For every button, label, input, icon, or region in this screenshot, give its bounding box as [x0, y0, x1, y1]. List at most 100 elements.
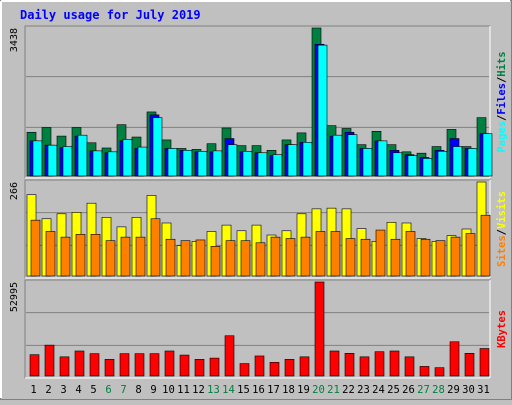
- bar-sites-day-10: [165, 238, 176, 277]
- x-tick-label-day-1: 1: [30, 384, 36, 396]
- bar-pages-day-4: [77, 134, 88, 177]
- panel-3: 52995: [9, 279, 491, 379]
- bar-kbytes-day-22: [344, 352, 355, 377]
- bar-kbytes-day-26: [404, 356, 415, 377]
- bar-pages-day-19: [302, 142, 313, 177]
- bar-sites-day-30: [465, 233, 476, 277]
- bar-kbytes-day-27: [419, 366, 430, 377]
- panel-1-max-label: 3438: [9, 28, 20, 52]
- bar-kbytes-day-15: [239, 363, 250, 377]
- bar-pages-day-15: [242, 150, 253, 177]
- panel-2: 266: [9, 179, 491, 279]
- bar-pages-day-23: [362, 148, 373, 177]
- bar-kbytes-day-10: [164, 350, 175, 377]
- x-axis-labels: 1 2 3 4 5 6 7 8 9 10 11 12 13 14 15 16 17 18 19 20 21 22 23 24 2…: [30, 384, 489, 396]
- bar-kbytes-day-4: [74, 350, 85, 377]
- x-tick-label-day-20: 20: [312, 384, 325, 396]
- bar-pages-day-3: [62, 146, 73, 177]
- x-tick-label-day-11: 11: [177, 384, 190, 396]
- x-tick-label-day-12: 12: [192, 384, 205, 396]
- bar-sites-day-6: [105, 240, 116, 277]
- x-tick-label-day-16: 16: [252, 384, 265, 396]
- bar-sites-day-1: [30, 219, 41, 277]
- bar-sites-day-3: [60, 236, 71, 277]
- x-tick-label-day-23: 23: [357, 384, 370, 396]
- bar-sites-day-7: [120, 236, 131, 277]
- x-tick-label-day-24: 24: [372, 384, 385, 396]
- x-tick-label-day-2: 2: [45, 384, 51, 396]
- bar-sites-day-19: [300, 236, 311, 277]
- bar-sites-day-18: [285, 238, 296, 277]
- x-tick-label-day-5: 5: [90, 384, 96, 396]
- bar-kbytes-day-20: [314, 281, 325, 377]
- legend-separator: /: [496, 115, 508, 121]
- x-tick-label-day-17: 17: [267, 384, 280, 396]
- bar-pages-day-8: [137, 146, 148, 177]
- bar-sites-day-13: [210, 246, 221, 277]
- bar-sites-day-27: [420, 238, 431, 277]
- x-tick-label-day-15: 15: [237, 384, 250, 396]
- bar-kbytes-day-5: [89, 353, 100, 377]
- x-tick-label-day-14: 14: [222, 384, 235, 396]
- x-tick-label-day-30: 30: [462, 384, 475, 396]
- panel-2-max-label: 266: [9, 182, 20, 200]
- legend-entry-hits: Hits: [496, 51, 508, 76]
- bar-sites-day-16: [255, 242, 266, 277]
- legend-3: KBytes: [496, 310, 508, 348]
- bar-sites-day-9: [150, 218, 161, 277]
- x-tick-label-day-7: 7: [120, 384, 126, 396]
- bar-sites-day-5: [90, 234, 101, 277]
- bar-pages-day-9: [152, 117, 163, 177]
- legend-2: Sites/Visits: [496, 191, 508, 267]
- bar-kbytes-day-30: [464, 352, 475, 377]
- bar-kbytes-day-1: [29, 354, 40, 377]
- bar-pages-day-1: [32, 140, 43, 177]
- bar-sites-day-14: [225, 240, 236, 277]
- x-tick-label-day-31: 31: [477, 384, 490, 396]
- bar-sites-day-21: [330, 231, 341, 277]
- x-tick-label-day-8: 8: [135, 384, 141, 396]
- x-tick-label-day-28: 28: [432, 384, 445, 396]
- bar-pages-day-5: [92, 150, 103, 177]
- bar-sites-day-29: [450, 236, 461, 277]
- x-tick-label-day-21: 21: [327, 384, 340, 396]
- x-tick-label-day-18: 18: [282, 384, 295, 396]
- x-tick-label-day-19: 19: [297, 384, 310, 396]
- chart-panels: 3438 266 52995: [9, 25, 493, 379]
- bar-kbytes-day-7: [119, 353, 130, 377]
- bar-kbytes-day-13: [209, 357, 220, 377]
- bar-kbytes-day-21: [329, 350, 340, 377]
- chart-title: Daily usage for July 2019: [20, 8, 201, 22]
- bar-pages-day-26: [407, 155, 418, 177]
- x-tick-label-day-13: 13: [207, 384, 220, 396]
- bar-pages-day-16: [257, 152, 268, 177]
- bar-sites-day-17: [270, 236, 281, 277]
- bar-sites-day-15: [240, 240, 251, 277]
- bar-kbytes-day-18: [284, 359, 295, 377]
- bar-sites-day-24: [375, 229, 386, 277]
- bar-sites-day-31: [480, 214, 491, 277]
- legend-entry-files: Files: [496, 83, 508, 115]
- bar-sites-day-11: [180, 240, 191, 277]
- bar-kbytes-day-25: [389, 350, 400, 377]
- bar-kbytes-day-8: [134, 353, 145, 377]
- bar-sites-day-22: [345, 238, 356, 277]
- bar-kbytes-day-29: [449, 341, 460, 377]
- legend-separator: /: [496, 229, 508, 235]
- panel-3-max-label: 52995: [9, 282, 20, 312]
- bar-pages-day-22: [347, 134, 358, 177]
- x-tick-label-day-26: 26: [402, 384, 415, 396]
- bar-sites-day-4: [75, 234, 86, 277]
- bar-pages-day-18: [287, 144, 298, 177]
- bar-kbytes-day-6: [104, 359, 115, 377]
- x-tick-label-day-10: 10: [162, 384, 175, 396]
- bar-sites-day-25: [390, 238, 401, 277]
- bar-kbytes-day-19: [299, 356, 310, 377]
- bar-kbytes-day-17: [269, 362, 280, 377]
- legend-entry-sites: Sites: [496, 235, 508, 267]
- bar-pages-day-24: [377, 140, 388, 177]
- bar-kbytes-day-3: [59, 356, 70, 377]
- bar-kbytes-day-9: [149, 353, 160, 377]
